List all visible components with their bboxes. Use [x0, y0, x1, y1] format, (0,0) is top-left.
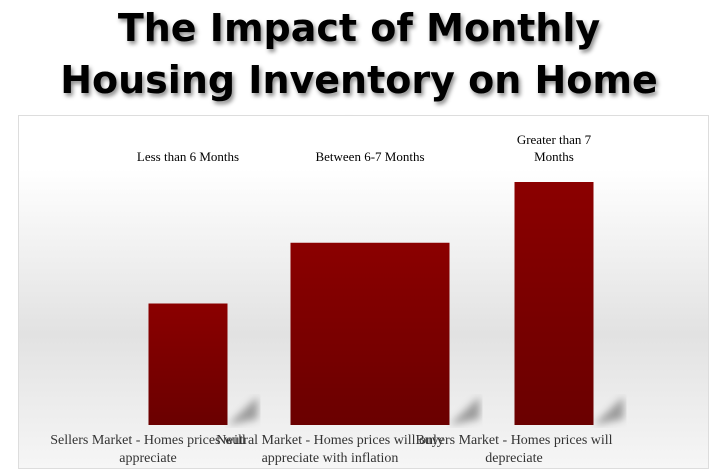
chart-title: The Impact of Monthly Housing Inventory … [60, 6, 658, 154]
category-label: Greater than 7 Months [516, 132, 592, 164]
bar [148, 303, 228, 425]
bar [290, 242, 450, 425]
category-description: Buyers Market - Homes prices will deprec… [415, 433, 613, 466]
bar-shadow [227, 397, 258, 425]
bar-shadow [449, 397, 480, 425]
category-label: Between 6-7 Months [315, 149, 425, 164]
category-description: Sellers Market - Homes prices will appre… [50, 433, 246, 466]
bar [514, 182, 594, 425]
category-label: Less than 6 Months [136, 149, 240, 164]
bar-shadow [593, 397, 624, 425]
category-description: Neutral Market - Homes prices will only … [216, 433, 444, 466]
